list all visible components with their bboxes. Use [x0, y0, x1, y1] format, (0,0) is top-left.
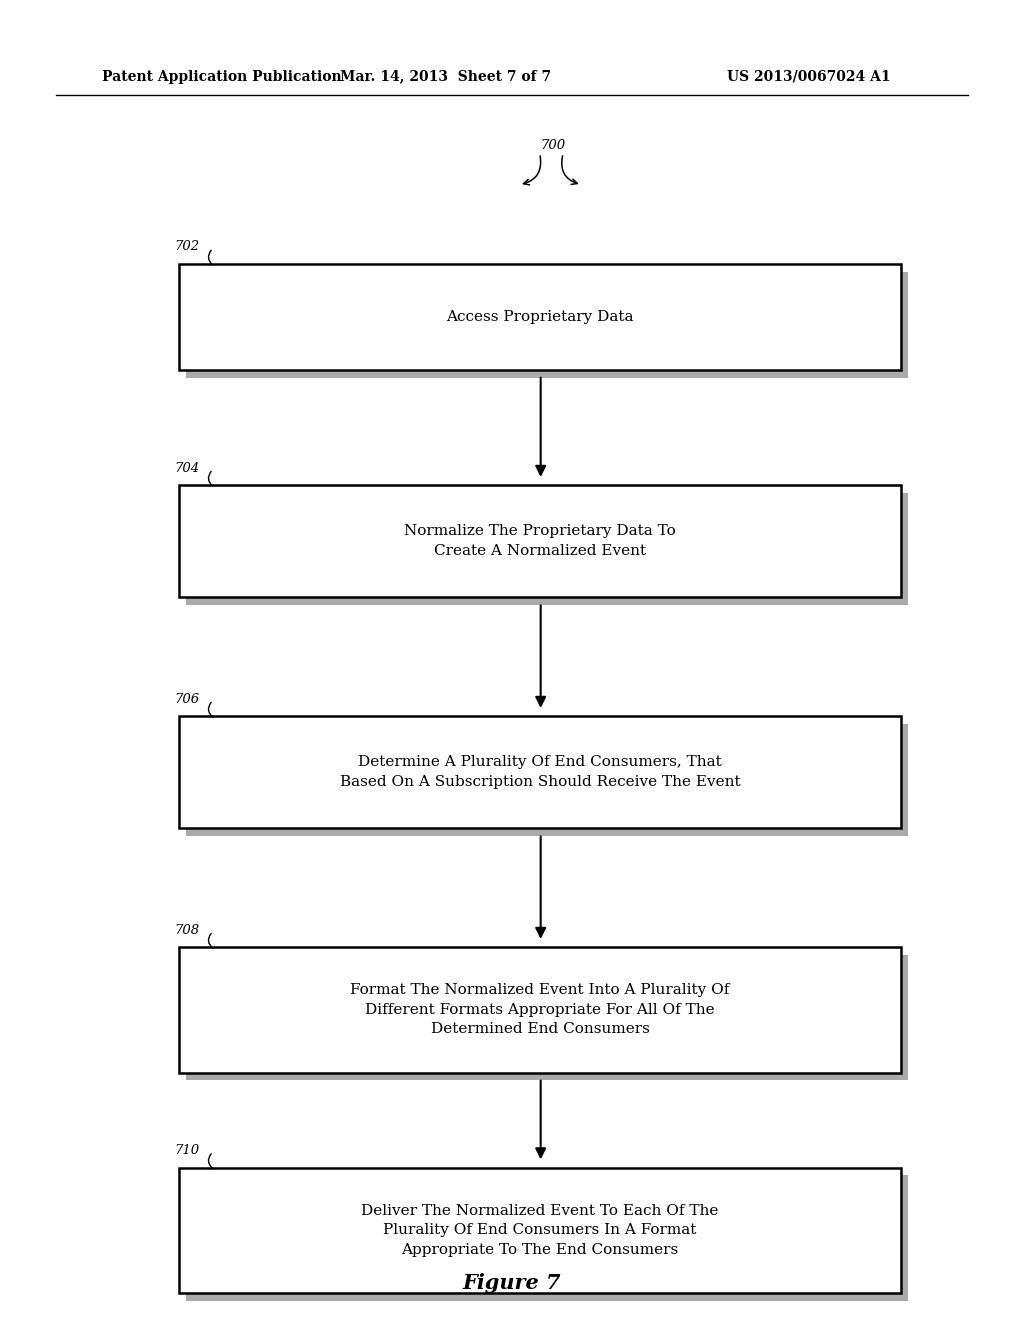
Text: Access Proprietary Data: Access Proprietary Data [446, 310, 634, 323]
Bar [179, 948, 901, 1072]
Bar [186, 723, 908, 837]
Text: Determine A Plurality Of End Consumers, That
Based On A Subscription Should Rece: Determine A Plurality Of End Consumers, … [340, 755, 740, 789]
Bar [179, 715, 901, 829]
Bar [179, 264, 901, 370]
Text: Mar. 14, 2013  Sheet 7 of 7: Mar. 14, 2013 Sheet 7 of 7 [340, 70, 551, 83]
Text: 710: 710 [174, 1144, 200, 1156]
Text: 706: 706 [174, 693, 200, 705]
Text: Deliver The Normalized Event To Each Of The
Plurality Of End Consumers In A Form: Deliver The Normalized Event To Each Of … [361, 1204, 719, 1257]
Text: 708: 708 [174, 924, 200, 937]
Text: Normalize The Proprietary Data To
Create A Normalized Event: Normalize The Proprietary Data To Create… [404, 524, 676, 558]
Text: US 2013/0067024 A1: US 2013/0067024 A1 [727, 70, 891, 83]
Bar [179, 486, 901, 597]
Text: Figure 7: Figure 7 [463, 1272, 561, 1294]
Bar [186, 494, 908, 605]
Text: 702: 702 [174, 240, 200, 253]
Text: Patent Application Publication: Patent Application Publication [102, 70, 342, 83]
Bar [186, 1175, 908, 1302]
Bar [179, 1167, 901, 1294]
Bar [186, 956, 908, 1080]
Bar [186, 272, 908, 378]
Text: 704: 704 [174, 462, 200, 475]
Text: 700: 700 [541, 139, 565, 152]
Text: Format The Normalized Event Into A Plurality Of
Different Formats Appropriate Fo: Format The Normalized Event Into A Plura… [350, 983, 730, 1036]
